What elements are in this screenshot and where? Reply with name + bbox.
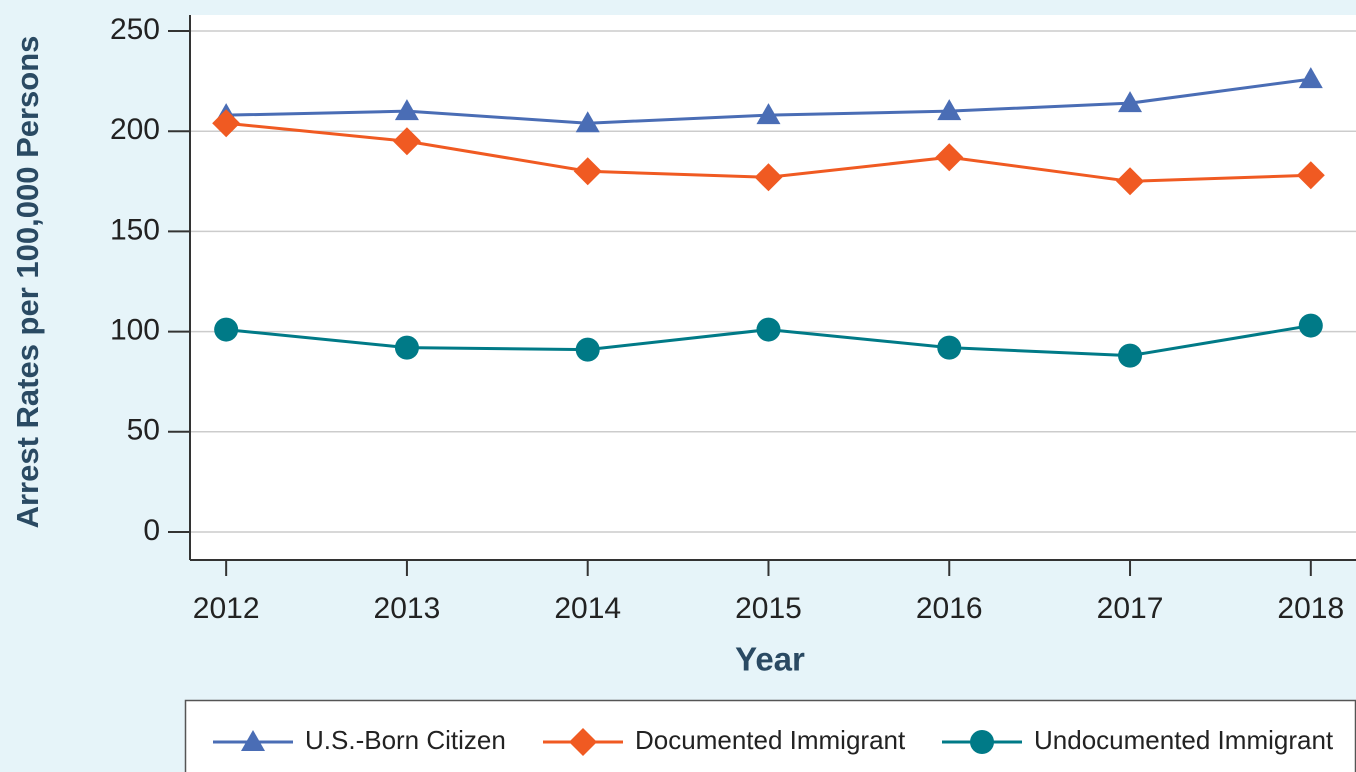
x-tick-label: 2014 (554, 592, 621, 625)
point (1118, 343, 1143, 368)
point (214, 317, 239, 342)
point (573, 157, 602, 186)
y-tick-label: 200 (110, 113, 160, 146)
plot-area (190, 15, 1356, 560)
point (394, 99, 419, 121)
point (937, 335, 962, 360)
y-tick-label: 250 (110, 13, 160, 46)
point (1116, 167, 1145, 196)
point (392, 127, 421, 156)
point (1298, 313, 1323, 338)
point (935, 143, 964, 172)
x-tick-label: 2017 (1097, 592, 1164, 625)
x-tick-label: 2018 (1277, 592, 1344, 625)
x-tick-label: 2012 (193, 592, 260, 625)
point (1296, 161, 1325, 190)
point (756, 103, 781, 125)
point (937, 99, 962, 121)
legend-label: Undocumented Immigrant (1034, 725, 1334, 755)
y-axis-label: Arrest Rates per 100,000 Persons (10, 36, 45, 529)
x-tick-label: 2013 (374, 592, 441, 625)
legend-label: U.S.-Born Citizen (305, 725, 506, 755)
x-tick-label: 2016 (916, 592, 983, 625)
y-tick-label: 150 (110, 213, 160, 246)
legend-marker (569, 728, 597, 756)
y-tick-label: 50 (127, 414, 160, 447)
point (212, 109, 241, 138)
y-tick-label: 100 (110, 314, 160, 347)
point (1118, 91, 1143, 113)
y-tick-label: 0 (143, 514, 160, 547)
point (1298, 67, 1323, 89)
point (756, 317, 781, 342)
legend-marker (241, 730, 265, 751)
legend-marker (970, 730, 994, 754)
point (575, 337, 600, 362)
x-tick-label: 2015 (735, 592, 802, 625)
point (394, 335, 419, 360)
legend-label: Documented Immigrant (635, 725, 906, 755)
x-axis-label: Year (735, 641, 805, 678)
point (575, 111, 600, 133)
point (754, 163, 783, 192)
legend (184, 699, 1356, 772)
